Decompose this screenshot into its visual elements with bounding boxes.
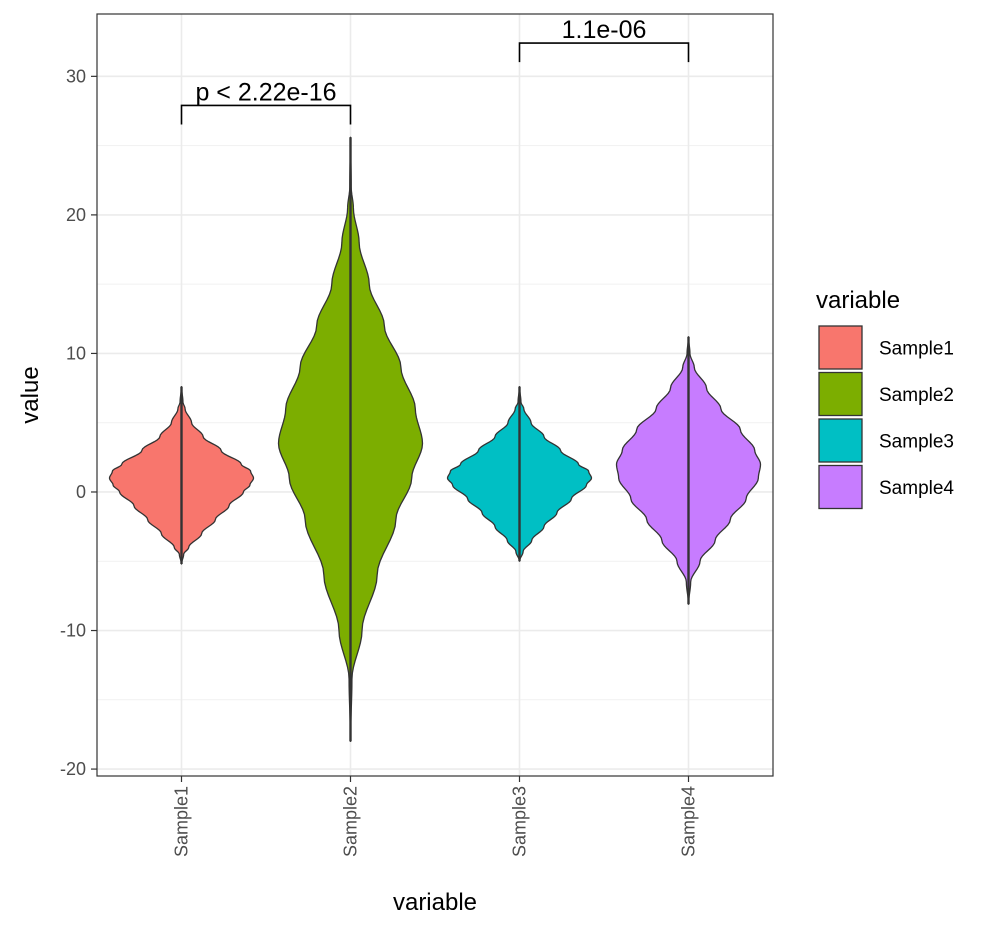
legend: variable Sample1 Sample2 Sample3 Sample4 [816, 287, 954, 510]
x-tick-label: Sample4 [679, 786, 699, 857]
legend-label: Sample2 [879, 385, 954, 406]
legend-swatch [818, 371, 863, 417]
legend-item-sample3: Sample3 [818, 418, 954, 463]
x-tick-label: Sample2 [341, 786, 361, 857]
legend-item-sample2: Sample2 [818, 371, 954, 417]
violin-tails [180, 137, 690, 742]
legend-swatch [818, 325, 863, 370]
y-tick-label: 20 [66, 205, 86, 225]
legend-label: Sample4 [879, 478, 954, 499]
legend-swatch [818, 418, 863, 463]
y-tick-label: -10 [60, 621, 86, 641]
plot-panel [97, 14, 773, 776]
significance-annotations: p < 2.22e-16 1.1e-06 [180, 16, 690, 125]
legend-label: Sample3 [879, 432, 954, 453]
y-tick-label: 10 [66, 343, 86, 363]
y-axis: -20 -10 0 10 20 30 [60, 66, 97, 779]
x-tick-label: Sample1 [172, 786, 192, 857]
x-axis-title: variable [393, 889, 477, 916]
legend-label: Sample1 [879, 339, 954, 360]
plot-panel-border [96, 13, 774, 777]
y-tick-label: 30 [66, 66, 86, 86]
bracket-line [180, 104, 352, 125]
legend-title: variable [816, 287, 900, 314]
x-axis: Sample1 Sample2 Sample3 Sample4 [172, 776, 699, 857]
significance-bracket-1: p < 2.22e-16 [180, 78, 352, 125]
legend-swatch [818, 464, 863, 510]
y-tick-label: -20 [60, 759, 86, 779]
y-tick-label: 0 [76, 482, 86, 502]
significance-bracket-2: 1.1e-06 [518, 16, 690, 63]
p-value-label: p < 2.22e-16 [195, 78, 336, 106]
bracket-line [518, 42, 690, 63]
legend-item-sample1: Sample1 [818, 325, 954, 370]
y-axis-title: value [17, 366, 44, 423]
p-value-label: 1.1e-06 [562, 16, 647, 44]
x-tick-label: Sample3 [510, 786, 530, 857]
legend-item-sample4: Sample4 [818, 464, 954, 510]
